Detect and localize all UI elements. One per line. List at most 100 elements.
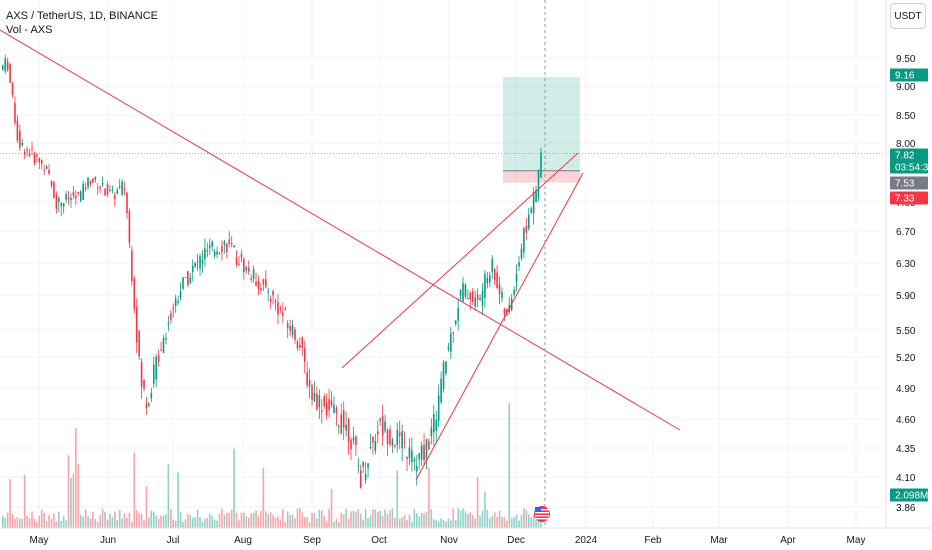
volume-bar (172, 519, 175, 528)
price-tick-label: 5.90 (896, 291, 916, 302)
volume-bar (143, 520, 145, 528)
candle-body (77, 192, 80, 194)
candles (2, 54, 542, 489)
volume-bar (289, 515, 291, 528)
time-tick-label: Jun (100, 535, 116, 546)
volume-bar (389, 510, 391, 528)
volume-bar (79, 514, 82, 528)
volume-bar (189, 515, 192, 528)
candle-body (411, 450, 413, 463)
candle-body (525, 226, 528, 233)
grid (0, 0, 885, 528)
candle-body (320, 410, 323, 412)
candle-body (308, 380, 311, 387)
candle-body (40, 160, 43, 164)
volume-bar (118, 509, 121, 528)
volume-bar (352, 510, 355, 528)
volume-bar (131, 521, 133, 528)
time-axis[interactable]: May Jun Jul Aug Sep Oct Nov Dec 2024 Feb Mar Apr May (0, 527, 932, 546)
price-tick-label: 4.60 (896, 415, 916, 426)
volume-bar (418, 516, 420, 528)
price-tag-label: 7.53 (895, 179, 915, 190)
volume-bar (430, 509, 433, 528)
candle-body (31, 148, 33, 150)
volume-bar (67, 455, 70, 528)
volume-bar (179, 511, 182, 528)
candle-body (428, 441, 430, 449)
candle-body (11, 82, 14, 95)
volume-bar (109, 513, 111, 528)
candle-body (262, 279, 265, 284)
volume-bar (318, 509, 321, 528)
volume-bar (284, 521, 287, 528)
volume-bar (55, 521, 58, 528)
us-flag-icon-stripe (535, 518, 549, 520)
volume-bar (213, 519, 216, 528)
candle-body (540, 152, 542, 178)
volume-bar (257, 515, 260, 528)
candle-body (523, 228, 525, 253)
volume-bar (384, 509, 386, 528)
candle-body (264, 278, 267, 287)
candle-body (58, 198, 60, 202)
time-tick-label: Nov (440, 535, 458, 546)
candle-body (423, 444, 425, 461)
trend-lines[interactable] (0, 0, 885, 528)
candle-body (182, 277, 184, 289)
volume-bar (357, 509, 360, 528)
candle-body (279, 308, 282, 310)
candle-body (479, 297, 481, 300)
volume-bar (381, 516, 384, 528)
volume-bar (87, 516, 89, 528)
volume-bar (476, 477, 479, 528)
price-axis[interactable]: 9.509.008.508.007.006.706.305.905.505.20… (885, 0, 916, 528)
candle-body (269, 298, 272, 302)
volume-bar (457, 508, 459, 528)
candle-body (55, 194, 58, 209)
candle-body (274, 300, 277, 302)
volume-bar (70, 478, 72, 528)
candle-body (53, 181, 55, 199)
volume-bar (530, 517, 532, 528)
candle-body (114, 194, 116, 200)
candle-body (82, 183, 84, 200)
candle-body (286, 323, 289, 328)
volume-bar (462, 508, 464, 528)
currency-button[interactable]: USDT (890, 3, 926, 29)
candle-body (96, 188, 99, 190)
candle-body (515, 273, 518, 283)
volume-bar (391, 508, 394, 528)
price-tag-label: 7.82 (895, 151, 915, 162)
price-tick-label: 3.86 (896, 503, 916, 514)
volume-bar (155, 515, 158, 528)
volume-bar (255, 510, 257, 528)
candle-body (408, 447, 411, 459)
candle-body (238, 263, 240, 265)
volume-bar (330, 489, 333, 528)
volume-bar (60, 520, 63, 528)
volume-bar (274, 517, 277, 528)
candle-body (432, 414, 435, 433)
candle-body (4, 58, 7, 72)
candle-body (503, 309, 506, 314)
volume-bar (233, 448, 235, 528)
volume-bar (194, 517, 196, 528)
volume-bar (535, 514, 537, 528)
candle-body (92, 178, 94, 183)
candle-body (150, 392, 153, 399)
volume-bar (518, 520, 520, 528)
candle-body (38, 158, 41, 163)
candle-body (23, 151, 26, 155)
candle-body (347, 418, 350, 442)
volume-bar (272, 514, 274, 528)
candle-body (384, 421, 386, 432)
volume-bar (228, 512, 231, 528)
candle-body (454, 320, 457, 325)
channel-lower-line (415, 172, 584, 481)
candle-body (70, 198, 72, 200)
candle-body (396, 430, 399, 446)
volume-bar (513, 517, 515, 528)
candle-body (486, 278, 489, 284)
candle-body (131, 250, 133, 282)
